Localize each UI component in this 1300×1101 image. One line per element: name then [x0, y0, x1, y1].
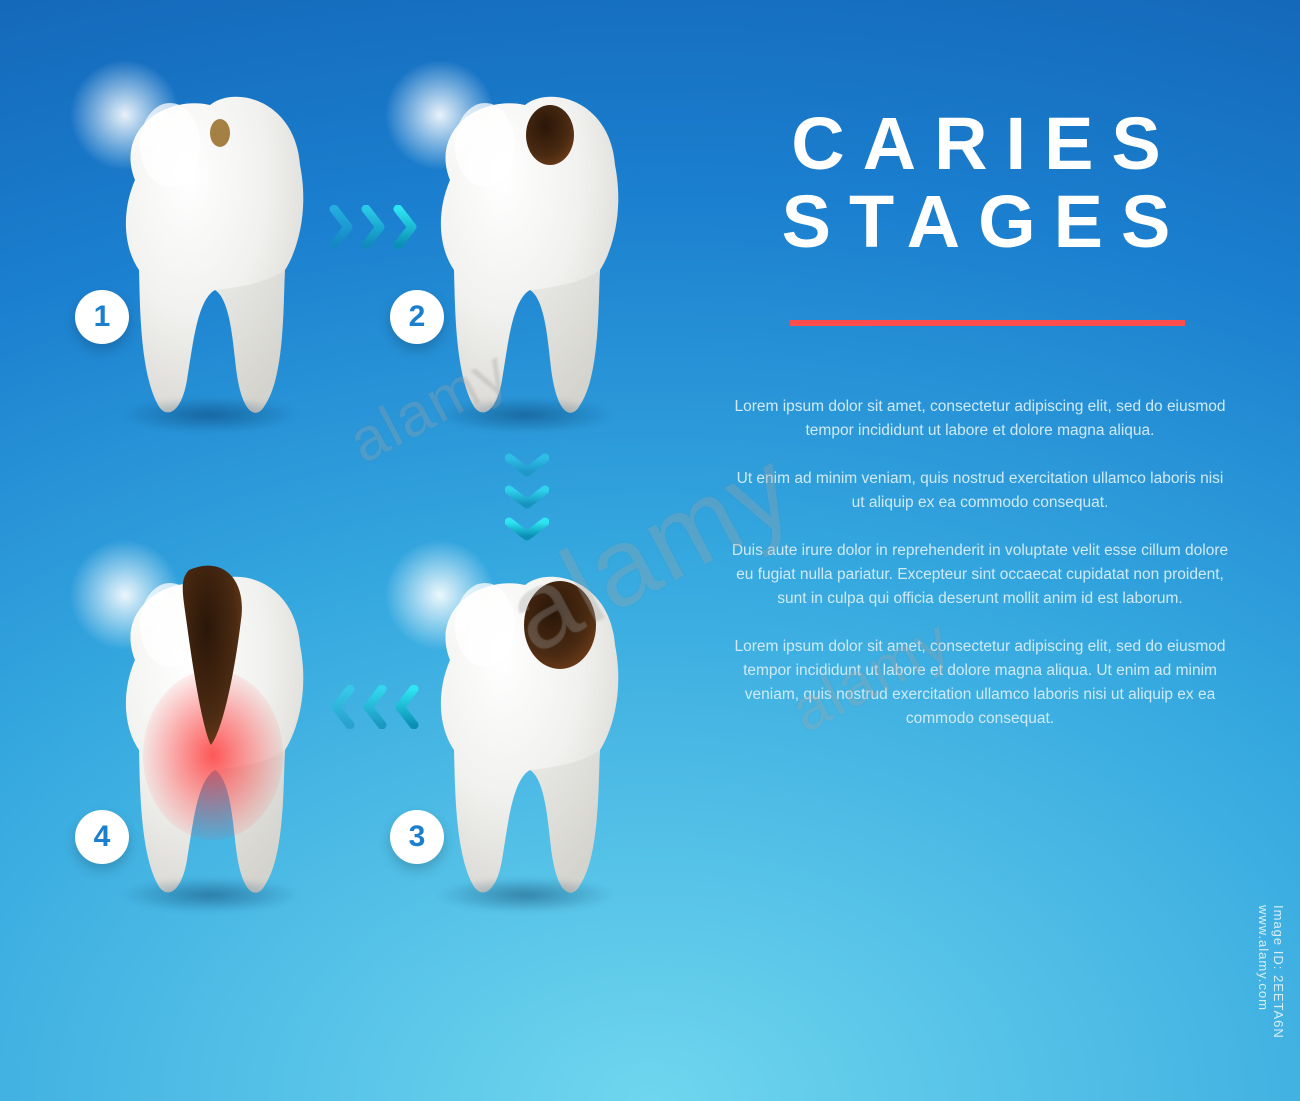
- description-block: Lorem ipsum dolor sit amet, consectetur …: [730, 395, 1230, 755]
- progress-arrow-right-icon: [328, 205, 420, 249]
- stage-number: 3: [409, 820, 426, 854]
- drop-shadow: [120, 397, 300, 433]
- stage-number: 2: [409, 300, 426, 334]
- stage-badge: 2: [390, 290, 444, 344]
- infographic-canvas: CARIES STAGES Lorem ipsum dolor sit amet…: [0, 0, 1300, 1101]
- stage-badge: 1: [75, 290, 129, 344]
- stock-image-id: Image ID: 2EETA6N www.alamy.com: [1256, 905, 1286, 1039]
- paragraph: Lorem ipsum dolor sit amet, consectetur …: [730, 395, 1230, 443]
- drop-shadow: [435, 877, 615, 913]
- tooth-stage-2: 2: [400, 75, 650, 425]
- tooth-icon: [85, 75, 335, 425]
- progress-arrow-down-icon: [505, 452, 549, 544]
- stage-number: 4: [94, 820, 111, 854]
- title-line-2: STAGES: [750, 183, 1220, 261]
- stage-number: 1: [94, 300, 111, 334]
- paragraph: Ut enim ad minim veniam, quis nostrud ex…: [730, 467, 1230, 515]
- title-block: CARIES STAGES: [750, 105, 1220, 260]
- tooth-icon: [400, 75, 650, 425]
- drop-shadow: [435, 397, 615, 433]
- paragraph: Lorem ipsum dolor sit amet, consectetur …: [730, 635, 1230, 731]
- tooth-stage-4: 4: [85, 555, 335, 905]
- progress-arrow-left-icon: [328, 685, 420, 729]
- title-line-1: CARIES: [750, 105, 1220, 183]
- stage-badge: 3: [390, 810, 444, 864]
- title-underline: [790, 320, 1185, 326]
- stage-badge: 4: [75, 810, 129, 864]
- tooth-stage-3: 3: [400, 555, 650, 905]
- tooth-stage-1: 1: [85, 75, 335, 425]
- paragraph: Duis aute irure dolor in reprehenderit i…: [730, 539, 1230, 611]
- drop-shadow: [120, 877, 300, 913]
